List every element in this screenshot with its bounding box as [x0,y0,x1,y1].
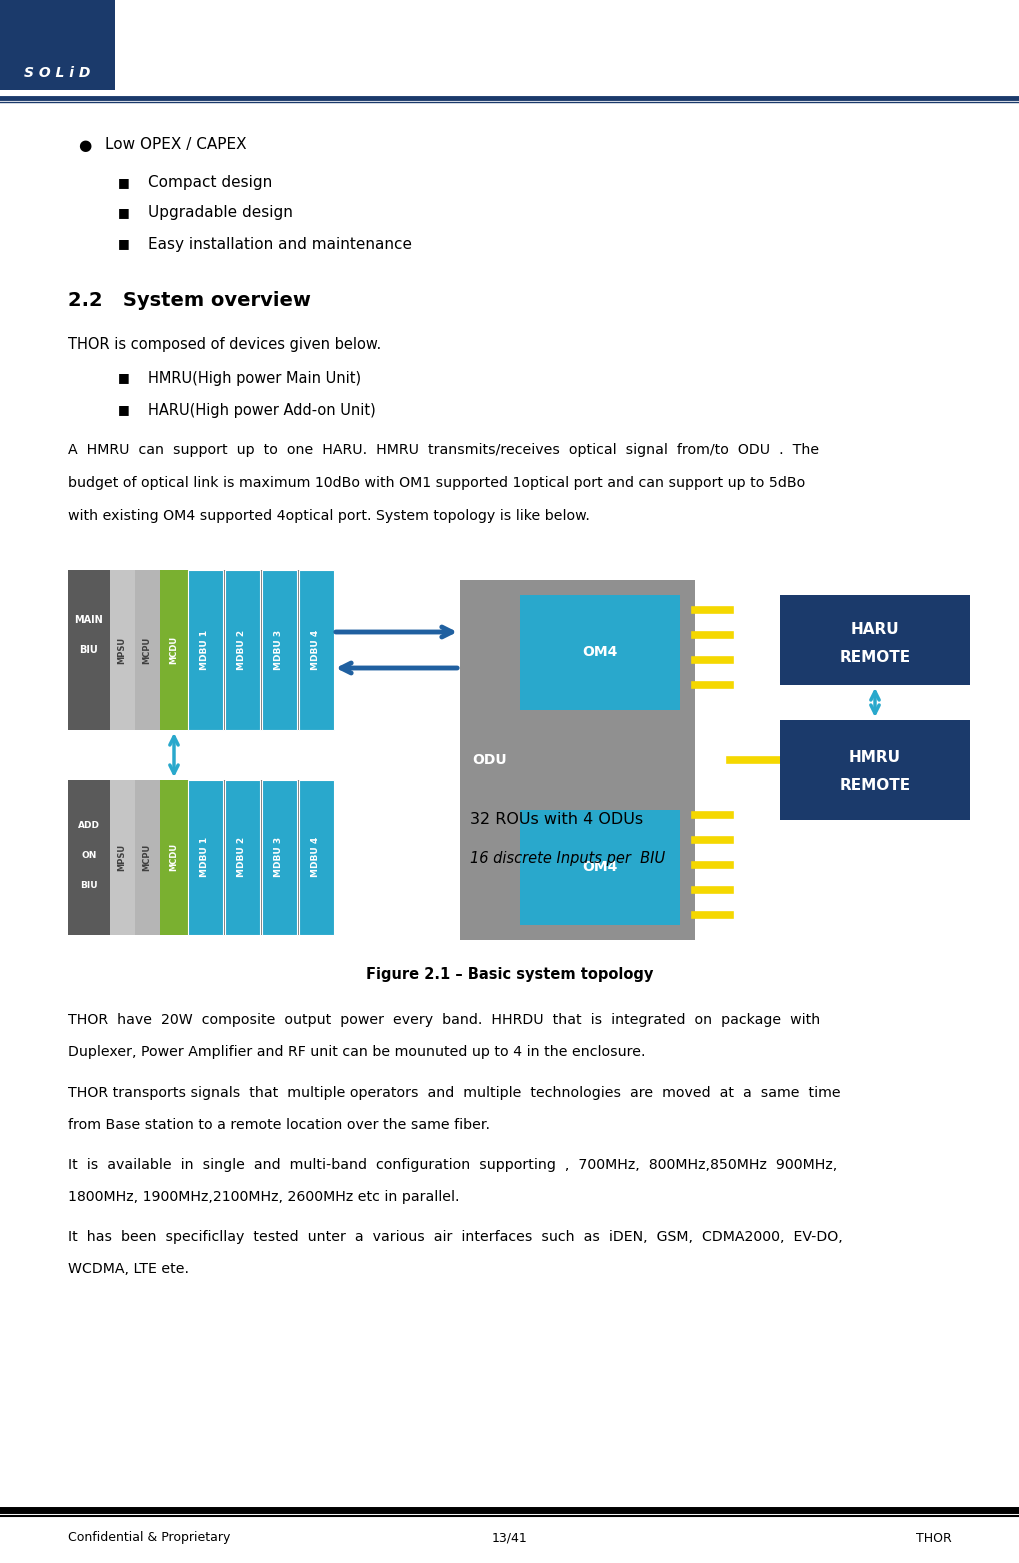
Bar [225,780,260,935]
Bar [262,780,297,935]
Bar [110,570,135,730]
Text: OM4: OM4 [582,646,618,660]
Text: Confidential & Proprietary: Confidential & Proprietary [68,1532,230,1544]
Text: BIU: BIU [81,880,98,889]
Text: THOR transports signals  that  multiple operators  and  multiple  technologies  : THOR transports signals that multiple op… [68,1086,840,1100]
Bar [262,570,297,730]
Text: It  has  been  specificllay  tested  unter  a  various  air  interfaces  such  a: It has been specificllay tested unter a … [68,1230,842,1244]
Text: ■: ■ [118,372,129,384]
Bar [299,570,333,730]
Text: 16 discrete Inputs per  BIU: 16 discrete Inputs per BIU [470,850,664,866]
Bar [187,570,223,730]
Bar [68,570,110,730]
Text: MDBU 1: MDBU 1 [201,836,209,877]
Text: 2.2   System overview: 2.2 System overview [68,291,311,309]
Bar [160,570,187,730]
Text: ●: ● [77,138,91,153]
Text: 1800MHz, 1900MHz,2100MHz, 2600MHz etc in parallel.: 1800MHz, 1900MHz,2100MHz, 2600MHz etc in… [68,1189,459,1204]
Bar [780,596,969,685]
Text: MCPU: MCPU [143,844,152,871]
Text: MDBU 4: MDBU 4 [311,836,320,877]
Text: Low OPEX / CAPEX: Low OPEX / CAPEX [105,138,247,153]
Text: HARU: HARU [850,622,899,638]
Bar [780,721,969,821]
Text: BIU: BIU [79,646,98,655]
Text: 13/41: 13/41 [491,1532,528,1544]
Text: ■: ■ [118,238,129,250]
Text: MCDU: MCDU [169,842,178,871]
Text: ■: ■ [118,206,129,219]
Bar [135,780,160,935]
Text: Upgradable design: Upgradable design [148,205,292,220]
Bar [460,580,694,939]
Text: MCPU: MCPU [143,636,152,664]
Text: MPSU: MPSU [117,844,126,871]
Bar [68,780,332,935]
Text: MDBU 2: MDBU 2 [237,836,247,877]
Text: MDBU 4: MDBU 4 [311,630,320,671]
Text: S O L i D: S O L i D [23,66,90,80]
Text: with existing OM4 supported 4optical port. System topology is like below.: with existing OM4 supported 4optical por… [68,510,589,524]
Text: MPSU: MPSU [117,636,126,664]
Text: THOR  have  20W  composite  output  power  every  band.  HHRDU  that  is  integr: THOR have 20W composite output power eve… [68,1013,819,1027]
Bar [299,780,333,935]
Text: ODU: ODU [472,753,506,767]
Text: WCDMA, LTE ete.: WCDMA, LTE ete. [68,1261,189,1275]
Bar [68,570,332,730]
Text: MCDU: MCDU [169,636,178,664]
Text: HMRU: HMRU [848,750,900,766]
Text: MAIN: MAIN [74,614,103,625]
Text: MDBU 3: MDBU 3 [274,836,283,877]
Text: MDBU 3: MDBU 3 [274,630,283,671]
Text: It  is  available  in  single  and  multi-band  configuration  supporting  ,  70: It is available in single and multi-band… [68,1158,837,1172]
Text: OM4: OM4 [582,860,618,874]
Text: budget of optical link is maximum 10dBo with OM1 supported 1optical port and can: budget of optical link is maximum 10dBo … [68,477,804,489]
Bar [520,810,680,925]
Text: REMOTE: REMOTE [839,650,910,664]
Bar [225,570,260,730]
Bar [160,780,187,935]
Text: THOR: THOR [915,1532,951,1544]
Text: Compact design: Compact design [148,175,272,191]
Text: THOR is composed of devices given below.: THOR is composed of devices given below. [68,338,381,353]
Bar [68,780,110,935]
Text: HARU(High power Add-on Unit): HARU(High power Add-on Unit) [148,403,375,417]
Bar [187,780,223,935]
Text: MDBU 2: MDBU 2 [237,630,247,671]
Bar [520,596,680,710]
Text: from Base station to a remote location over the same fiber.: from Base station to a remote location o… [68,1118,489,1132]
Text: Duplexer, Power Amplifier and RF unit can be mounuted up to 4 in the enclosure.: Duplexer, Power Amplifier and RF unit ca… [68,1046,645,1060]
Text: ADD: ADD [77,821,100,830]
Text: ■: ■ [118,403,129,416]
Bar [135,570,160,730]
Text: A  HMRU  can  support  up  to  one  HARU.  HMRU  transmits/receives  optical  si: A HMRU can support up to one HARU. HMRU … [68,442,818,456]
Text: ON: ON [82,850,97,860]
Text: HMRU(High power Main Unit): HMRU(High power Main Unit) [148,370,361,386]
Text: 32 ROUs with 4 ODUs: 32 ROUs with 4 ODUs [470,813,643,827]
Text: Figure 2.1 – Basic system topology: Figure 2.1 – Basic system topology [366,967,653,983]
Bar [110,780,135,935]
Text: REMOTE: REMOTE [839,777,910,792]
Text: MDBU 1: MDBU 1 [201,630,209,671]
Text: ■: ■ [118,177,129,189]
Bar [0,0,115,91]
Text: Easy installation and maintenance: Easy installation and maintenance [148,236,412,252]
